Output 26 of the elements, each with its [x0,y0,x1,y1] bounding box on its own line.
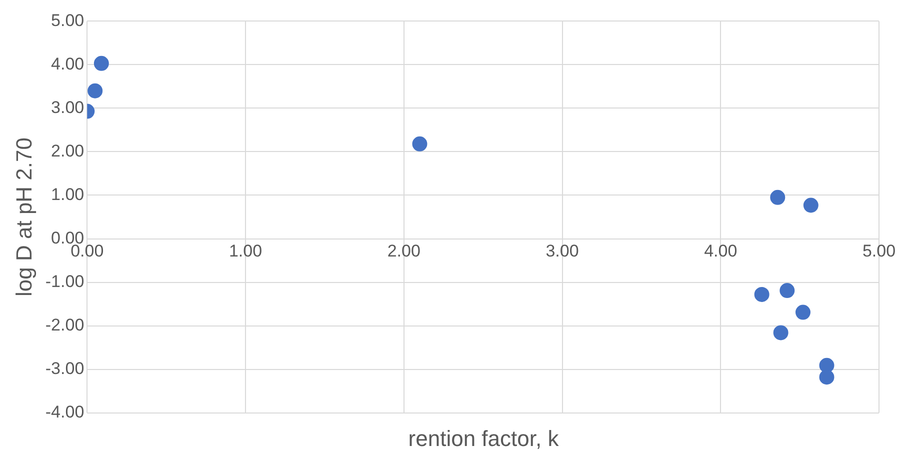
x-tick-label: 2.00 [387,242,420,261]
point [94,56,109,71]
y-tick-label: -2.00 [45,315,84,334]
x-tick-label: 4.00 [704,242,738,261]
y-tick-label: 3.00 [51,98,84,117]
point [773,325,788,340]
point [88,83,103,98]
point [754,286,770,302]
y-tick-label: 2.00 [51,141,84,160]
y-tick-label: 1.00 [51,184,84,204]
point [819,370,834,385]
point [795,304,810,320]
x-tick-label: 3.00 [546,242,579,261]
y-tick-label: -4.00 [45,402,84,422]
x-axis-title: rention factor, k [407,426,560,452]
y-tick-label: 5.00 [51,10,84,30]
y-tick-label: 4.00 [51,54,84,74]
y-tick-label: -3.00 [45,358,84,378]
point [770,190,786,205]
x-tick-label: 5.00 [862,242,896,261]
x-tick-label: 1.00 [228,242,262,261]
point [803,198,818,213]
point [780,283,795,298]
y-tick-label: -1.00 [45,272,84,291]
y-axis-title: log D at pH 2.70 [11,138,36,296]
point [412,136,428,152]
